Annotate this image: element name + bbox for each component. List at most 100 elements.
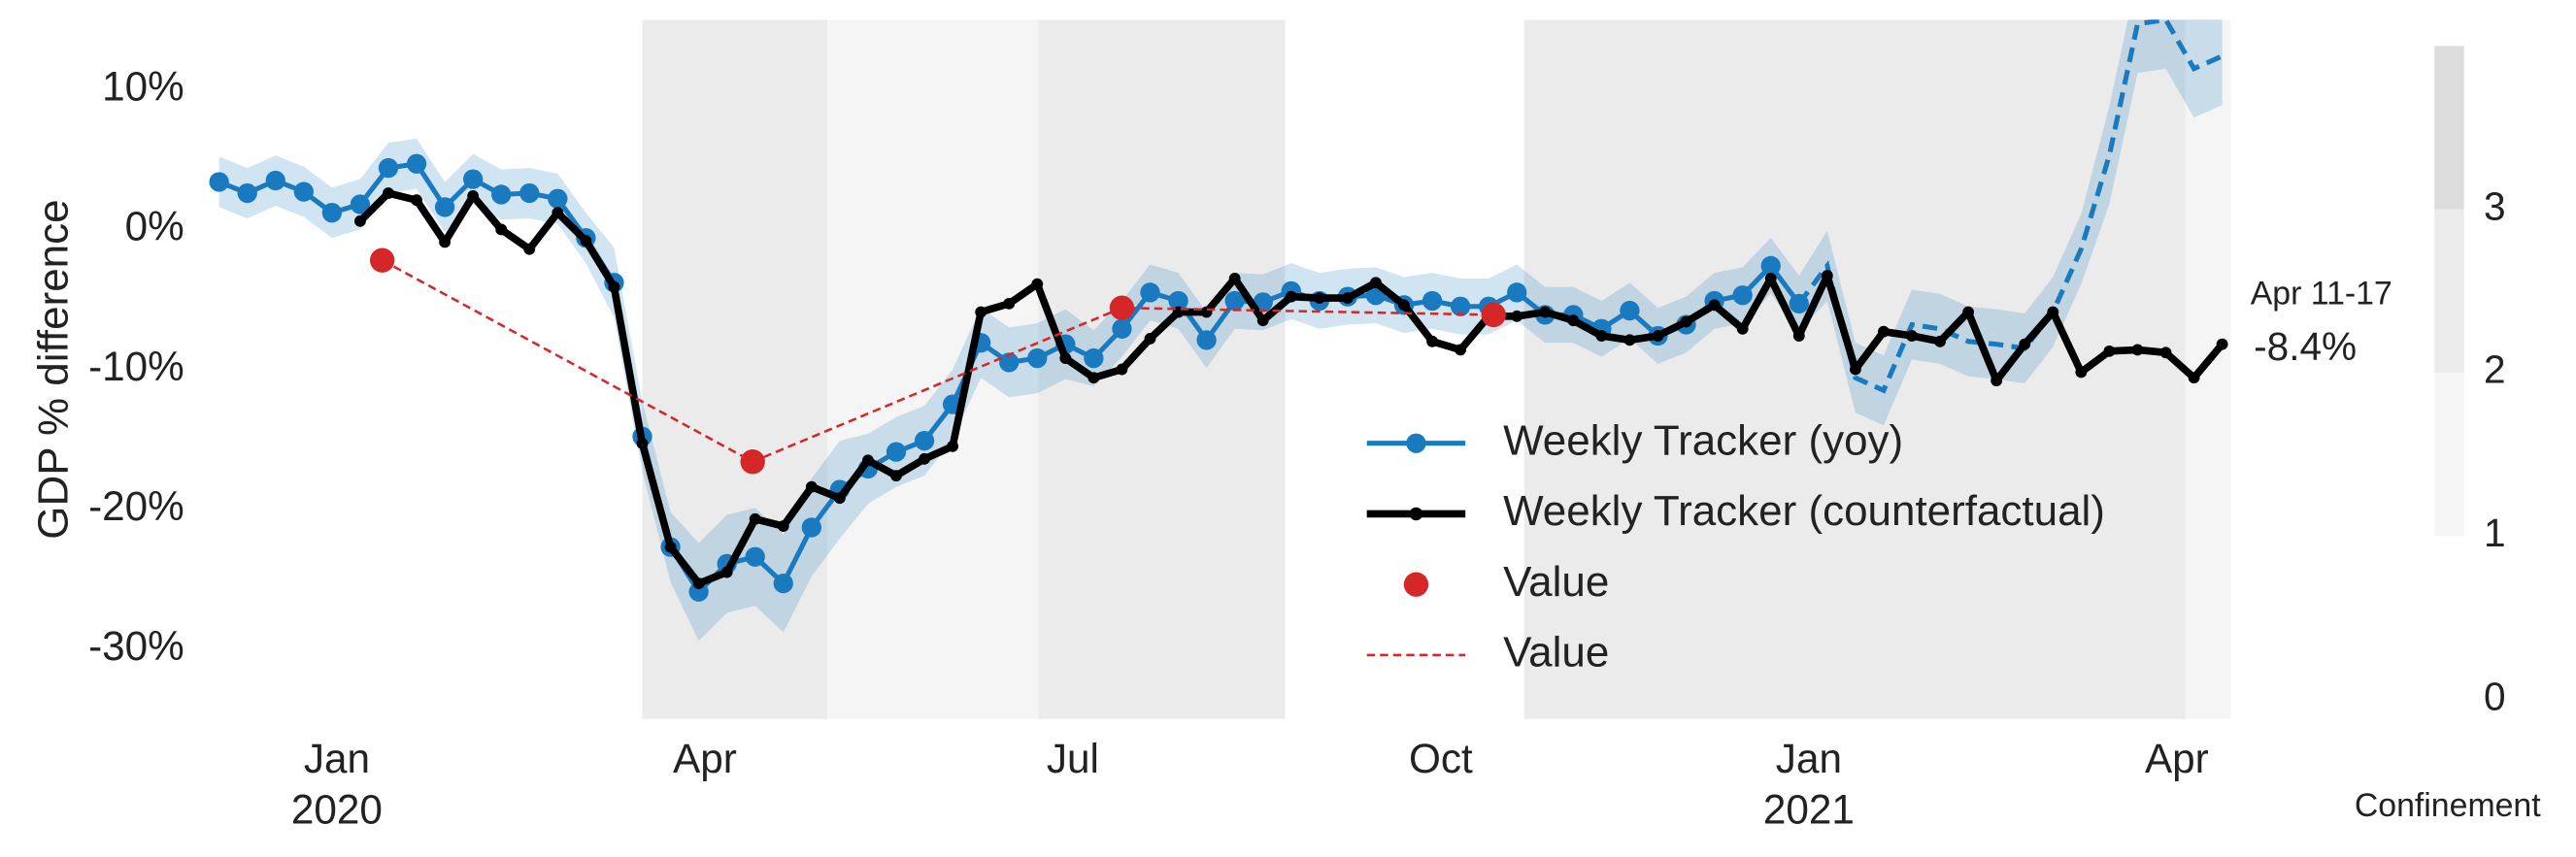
series-marker: [745, 546, 765, 567]
series-marker: [1116, 363, 1128, 376]
colorbar-segment: [2434, 372, 2464, 537]
colorbar-segment: [2434, 46, 2464, 210]
y-tick-label: -10%: [88, 344, 184, 389]
plot-layer: [209, 19, 2228, 642]
series-marker: [1200, 306, 1213, 318]
series-marker: [1196, 330, 1217, 350]
series-marker: [439, 236, 452, 248]
legend-marker: [1409, 507, 1423, 521]
series-marker: [801, 517, 821, 538]
series-marker: [1027, 347, 1048, 369]
legend-marker: [1406, 433, 1426, 453]
series-line-projected: [1796, 19, 2224, 394]
series-marker: [914, 430, 935, 451]
series-marker: [1760, 255, 1781, 277]
series-marker: [552, 207, 564, 219]
series-marker: [406, 153, 427, 174]
series-marker: [1680, 315, 1692, 328]
y-tick-label: -30%: [88, 623, 184, 669]
series-marker: [467, 189, 480, 202]
colorbar-tick-label: 3: [2484, 183, 2506, 228]
series-marker: [1341, 292, 1354, 305]
series-marker: [947, 440, 959, 452]
axes-layer: 10% 0% -10% -20% -30% Jan 2020 Apr Jul Oct Jan 2021…: [88, 64, 2209, 833]
series-marker: [749, 512, 761, 525]
series-marker: [411, 194, 422, 207]
series-marker: [975, 306, 987, 318]
series-marker: [1031, 278, 1044, 290]
series-marker: [1539, 306, 1552, 318]
series-marker: [491, 184, 512, 205]
series-marker: [1224, 290, 1245, 312]
series-marker: [636, 438, 649, 449]
colorbar-tick-label: 2: [2484, 347, 2506, 392]
series-marker: [919, 452, 930, 465]
series-marker: [833, 492, 846, 505]
y-tick-label: -20%: [88, 483, 184, 529]
series-marker: [2216, 338, 2228, 350]
series-marker: [1792, 330, 1805, 342]
series-marker: [777, 520, 789, 532]
series-marker: [1789, 293, 1809, 314]
series-marker: [608, 280, 620, 293]
series-marker: [1455, 344, 1467, 356]
series-marker: [688, 581, 709, 602]
confinement-region: [2185, 19, 2231, 719]
series-marker: [434, 197, 455, 217]
legend-marker: [1403, 572, 1429, 597]
series-marker: [1003, 297, 1016, 310]
series-marker: [805, 480, 818, 493]
y-tick-label: 10%: [102, 64, 184, 110]
annotation-week: Apr 11-17: [2251, 275, 2392, 312]
series-marker: [1059, 352, 1072, 364]
series-marker: [2075, 366, 2088, 379]
legend-label: Value: [1503, 558, 1609, 606]
colorbar-tick-label: 0: [2484, 674, 2506, 718]
series-marker: [862, 454, 874, 467]
series-marker: [1507, 282, 1527, 303]
series-marker: [1821, 270, 1833, 281]
series-marker: [1732, 285, 1753, 306]
series-marker: [1620, 300, 1640, 321]
colorbar-label: Confinement: [2355, 787, 2541, 824]
colorbar-tick-label: 1: [2484, 511, 2506, 555]
series-marker: [1906, 330, 1918, 342]
series-marker: [2131, 344, 2144, 356]
colorbar-segment: [2434, 209, 2464, 373]
series-marker: [293, 181, 314, 202]
series-marker: [495, 223, 508, 236]
series-marker: [1934, 335, 1946, 347]
x-tick-label: Oct: [1409, 736, 1473, 781]
series-marker: [1228, 273, 1241, 284]
series-marker: [1623, 334, 1636, 346]
series-marker: [1878, 325, 1890, 338]
series-marker: [1144, 332, 1156, 345]
series-marker: [2159, 346, 2172, 359]
x-tick-label: Apr: [673, 736, 737, 781]
series-marker: [463, 169, 484, 189]
x-tick-label: Jul: [1047, 736, 1099, 781]
series-marker: [1285, 290, 1297, 303]
series-marker: [519, 182, 540, 204]
series-marker: [2019, 338, 2031, 350]
series-marker: [1450, 296, 1471, 316]
series-marker: [1313, 292, 1325, 305]
series-marker: [999, 352, 1020, 373]
y-axis-label: GDP % difference: [29, 199, 77, 539]
legend-label: Weekly Tracker (yoy): [1503, 416, 1903, 464]
series-marker: [1736, 322, 1749, 335]
series-marker: [1398, 299, 1410, 312]
series-marker: [1256, 314, 1269, 327]
series-marker: [265, 170, 285, 191]
series-marker: [2103, 345, 2116, 357]
series-marker: [1849, 363, 1861, 376]
series-marker: [548, 188, 568, 209]
series-marker: [321, 203, 343, 223]
colorbar-segment: [2434, 536, 2464, 700]
series-marker: [1426, 335, 1438, 347]
legend-label: Weekly Tracker (counterfactual): [1503, 487, 2105, 535]
series-marker: [2047, 306, 2059, 318]
series-marker: [1140, 282, 1160, 303]
series-marker: [378, 157, 399, 179]
